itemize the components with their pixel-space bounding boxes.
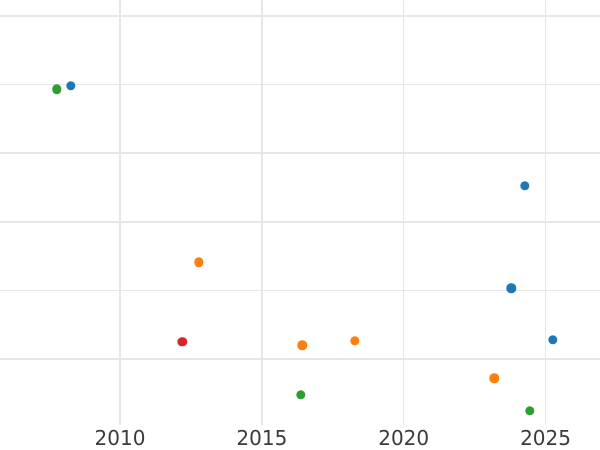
vertical-gridline [544,0,547,425]
scatter-point-blue [520,181,530,191]
x-tick-label: 2015 [236,426,288,450]
horizontal-gridline [0,220,600,223]
vertical-gridline [261,0,263,425]
vertical-gridline [402,0,405,425]
horizontal-gridline [0,83,600,86]
scatter-point-blue [506,283,516,294]
vertical-gridline [119,0,121,425]
plot-area [0,0,600,425]
horizontal-gridline [0,358,600,360]
x-tick-label: 2025 [520,426,571,450]
scatter-point-orange [349,335,360,346]
scatter-point-blue [66,81,76,91]
scatter-point-green [524,405,535,416]
scatter-point-red [177,337,187,347]
scatter-point-orange [489,373,499,383]
scatter-point-green [52,84,62,94]
scatter-point-orange [193,257,204,267]
scatter-point-orange [297,340,308,351]
horizontal-gridline [0,152,600,154]
horizontal-gridline [0,14,600,17]
x-tick-label: 2020 [378,426,430,450]
x-tick-label: 2010 [94,426,146,450]
scatter-point-green [296,390,306,400]
horizontal-gridline [0,289,600,292]
scatter-point-blue [547,335,558,345]
